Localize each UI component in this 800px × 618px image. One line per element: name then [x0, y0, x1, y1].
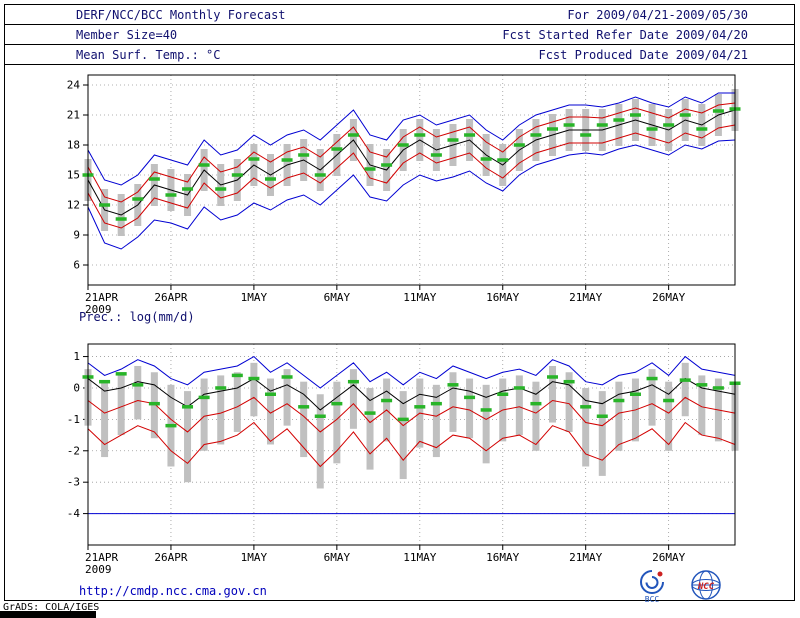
y-tick-label: 18: [67, 139, 80, 152]
y-tick-label: -3: [67, 476, 80, 489]
temp-chart-title: Mean Surf. Temp.: °C: [76, 47, 221, 62]
y-tick-label: 24: [67, 79, 81, 92]
ensemble-spread-bar: [532, 381, 540, 451]
y-tick-label: 15: [67, 169, 80, 182]
fcst-produced-date: Fcst Produced Date 2009/04/21: [538, 47, 748, 62]
upper-spread: [87, 102, 736, 203]
fcst-refer-date: Fcst Started Refer Date 2009/04/20: [502, 27, 748, 42]
bcc-logo-icon: BCC: [640, 570, 664, 604]
ensemble-spread-bar: [184, 391, 192, 483]
x-tick-label: 26MAY: [652, 291, 685, 304]
ensemble-spread-bar: [250, 362, 258, 417]
x-tick-label: 16MAY: [486, 551, 519, 564]
ensemble-spread-bar: [648, 369, 656, 426]
bottom-left-black-bar: [0, 611, 96, 618]
ensemble-spread-bar: [266, 378, 274, 445]
ensemble-max: [87, 92, 735, 186]
ensemble-min: [87, 139, 736, 250]
x-year-label: 2009: [85, 563, 112, 576]
x-tick-label: 21APR: [85, 291, 118, 304]
y-tick-label: 6: [73, 259, 80, 272]
x-tick-label: 6MAY: [324, 291, 351, 304]
ensemble-mean: [87, 109, 736, 216]
x-tick-label: 26APR: [154, 551, 187, 564]
ensemble-mean: [87, 377, 736, 411]
ensemble-spread-bar: [698, 375, 706, 436]
x-tick-label: 21APR: [85, 551, 118, 564]
ensemble-spread-bar: [217, 375, 225, 445]
ensemble-spread-bar: [366, 387, 374, 470]
ensemble-spread-bar: [449, 372, 457, 432]
x-tick-label: 26APR: [154, 291, 187, 304]
ensemble-spread-bar: [482, 384, 490, 464]
ensemble-spread-bar: [615, 381, 623, 451]
precip-chart-title: Prec.: log(mm/d): [79, 310, 195, 324]
y-tick-label: 12: [67, 199, 80, 212]
ensemble-spread-bar: [515, 375, 523, 436]
x-tick-label: 1MAY: [241, 551, 268, 564]
y-tick-label: 1: [73, 350, 80, 363]
source-url-link[interactable]: http://cmdp.ncc.cma.gov.cn: [79, 584, 267, 598]
ensemble-spread-bar: [333, 381, 341, 464]
x-tick-label: 11MAY: [403, 291, 436, 304]
ensemble-spread-bar: [101, 381, 109, 458]
ensemble-spread-bar: [598, 391, 606, 476]
x-tick-label: 26MAY: [652, 551, 685, 564]
ensemble-spread-bar: [549, 365, 557, 423]
ensemble-spread-bar: [466, 378, 474, 439]
ensemble-spread-bar: [681, 362, 689, 417]
member-size-label: Member Size=40: [76, 27, 178, 42]
y-tick-label: -2: [67, 444, 80, 457]
header-row-1: DERF/NCC/BCC Monthly Forecast For 2009/0…: [5, 5, 794, 25]
ncc-logo-label: NCC: [697, 582, 715, 592]
y-tick-label: -4: [67, 507, 81, 520]
ensemble-spread-bar: [665, 381, 673, 451]
ensemble-spread-bar: [134, 365, 142, 420]
agency-logos: BCC NCC: [632, 568, 728, 604]
ensemble-spread-bar: [316, 394, 324, 489]
x-tick-label: 21MAY: [569, 551, 602, 564]
ensemble-spread-bar: [300, 381, 308, 458]
y-tick-label: -1: [67, 413, 80, 426]
y-tick-label: 21: [67, 109, 80, 122]
x-tick-label: 21MAY: [569, 291, 602, 304]
axis-frame: [87, 343, 736, 546]
ensemble-spread-bar: [582, 387, 590, 467]
upper-spread: [87, 396, 736, 433]
header-row-2: Member Size=40 Fcst Started Refer Date 2…: [5, 25, 794, 45]
ensemble-spread-bar: [117, 375, 125, 436]
ensemble-spread-bar: [349, 369, 357, 429]
ensemble-max: [87, 355, 736, 389]
forecast-valid-range: For 2009/04/21-2009/05/30: [567, 7, 748, 22]
ensemble-spread-bar: [432, 384, 440, 458]
x-tick-label: 6MAY: [324, 551, 351, 564]
header-row-3: Mean Surf. Temp.: °C Fcst Produced Date …: [5, 45, 794, 65]
x-year-label: 2009: [85, 303, 112, 316]
lower-spread: [87, 421, 736, 468]
lower-spread: [87, 124, 736, 229]
figure-frame: [4, 4, 795, 601]
x-tick-label: 11MAY: [403, 551, 436, 564]
ensemble-spread-bar: [233, 372, 241, 432]
x-tick-label: 16MAY: [486, 291, 519, 304]
ensemble-spread-bar: [283, 369, 291, 426]
ensemble-spread-bar: [200, 378, 208, 451]
axis-frame: [87, 74, 736, 286]
figure-title: DERF/NCC/BCC Monthly Forecast: [76, 7, 286, 22]
ensemble-spread-bar: [565, 372, 573, 432]
y-tick-label: 0: [73, 381, 80, 394]
grads-credit: GrADS: COLA/IGES: [3, 602, 100, 613]
ncc-logo-icon: NCC: [691, 570, 721, 600]
bcc-logo-label: BCC: [645, 595, 660, 604]
x-tick-label: 1MAY: [241, 291, 268, 304]
y-tick-label: 9: [73, 229, 80, 242]
ensemble-spread-bar: [399, 391, 407, 480]
